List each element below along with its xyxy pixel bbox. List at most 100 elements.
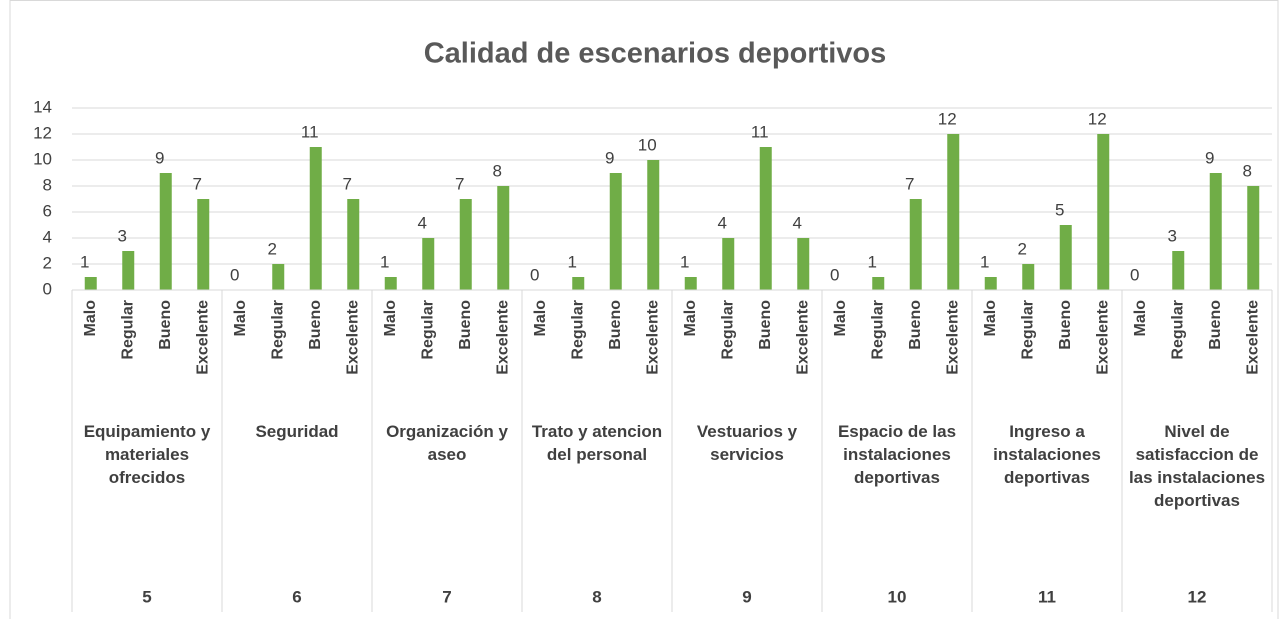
subcategory-label: Excelente [794,300,811,375]
group-label: Trato y atencion del personal [531,422,663,464]
group-label: Organización y aseo [386,422,508,464]
bar [909,199,922,290]
data-label: 1 [868,252,877,271]
bar [797,238,810,290]
data-label: 0 [530,265,539,284]
data-label: 1 [980,252,989,271]
data-label: 5 [1055,200,1064,219]
data-label: 0 [230,265,239,284]
group-label: Ingreso a instalaciones deportivas [993,422,1101,487]
subcategory-label: Bueno [607,300,624,350]
subcategory-label: Malo [232,300,249,337]
group-label-box: Vestuarios y servicios [696,422,798,464]
group-number: 6 [292,587,301,606]
data-label: 9 [605,148,614,167]
group-number: 8 [592,587,601,606]
subcategory-label: Regular [1019,300,1036,360]
subcategory-label: Excelente [494,300,511,375]
bar [984,277,997,290]
data-label: 7 [455,174,464,193]
y-tick-label: 4 [43,227,52,246]
y-tick-label: 0 [43,279,52,298]
bar [684,277,697,290]
chart-title: Calidad de escenarios deportivos [424,38,887,70]
data-label: 7 [905,174,914,193]
bar [1209,173,1222,290]
subcategory-label: Regular [1169,300,1186,360]
y-tick-label: 8 [43,175,52,194]
data-label: 3 [1168,226,1177,245]
subcategory-label: Malo [382,300,399,337]
data-label: 1 [80,252,89,271]
subcategory-label: Excelente [644,300,661,375]
subcategory-label: Excelente [344,300,361,375]
subcategory-label: Bueno [907,300,924,350]
group-number: 12 [1188,587,1207,606]
bar [159,173,172,290]
bar [459,199,472,290]
subcategory-label: Regular [719,300,736,360]
data-label: 0 [830,265,839,284]
data-label: 11 [751,122,769,141]
data-label: 12 [938,109,957,128]
bar [497,186,510,290]
subcategory-label: Regular [419,300,436,360]
data-label: 1 [380,252,389,271]
group-label: Vestuarios y servicios [696,422,798,464]
subcategory-label: Bueno [1207,300,1224,350]
group-label: Nivel de satisfaccion de las instalacion… [1128,422,1266,510]
group-label-box: Organización y aseo [386,422,508,464]
bar [572,277,585,290]
y-tick-label: 6 [43,201,52,220]
bar [947,134,960,290]
data-label: 7 [343,174,352,193]
subcategory-label: Malo [82,300,99,337]
group-label-box: Espacio de las instalaciones deportivas [838,422,956,487]
data-label: 0 [1130,265,1139,284]
group-label-box: Nivel de satisfaccion de las instalacion… [1128,422,1266,510]
subcategory-label: Bueno [157,300,174,350]
bar [1172,251,1185,290]
bar [1022,264,1035,290]
bar [1097,134,1110,290]
group-label: Seguridad [255,422,339,441]
y-tick-label: 14 [33,97,52,116]
bar [422,238,435,290]
subcategory-label: Malo [982,300,999,337]
data-label: 9 [1205,148,1214,167]
data-label: 10 [638,135,657,154]
subcategory-label: Bueno [757,300,774,350]
group-number: 7 [442,587,451,606]
bar [759,147,772,290]
data-label: 4 [418,213,427,232]
group-label-box: Trato y atencion del personal [531,422,663,464]
subcategory-label: Bueno [1057,300,1074,350]
group-number: 11 [1038,587,1056,606]
bar [1059,225,1072,290]
data-label: 11 [301,122,319,141]
subcategory-label: Regular [119,300,136,360]
group-label: Equipamiento y materiales ofrecidos [83,422,211,487]
bar [609,173,622,290]
data-label: 2 [268,239,277,258]
bar [872,277,885,290]
subcategory-label: Regular [569,300,586,360]
data-label: 8 [1243,161,1252,180]
subcategory-label: Excelente [194,300,211,375]
subcategory-label: Excelente [1094,300,1111,375]
group-number: 9 [742,587,751,606]
data-label: 3 [118,226,127,245]
chart-border [9,0,1279,619]
y-tick-label: 10 [33,149,52,168]
subcategory-label: Malo [682,300,699,337]
bar [84,277,97,290]
data-label: 4 [718,213,727,232]
bar [384,277,397,290]
data-label: 2 [1018,239,1027,258]
data-label: 1 [568,252,577,271]
bar [272,264,285,290]
y-tick-label: 2 [43,253,52,272]
subcategory-label: Malo [532,300,549,337]
group-label-box: Seguridad [255,422,339,441]
